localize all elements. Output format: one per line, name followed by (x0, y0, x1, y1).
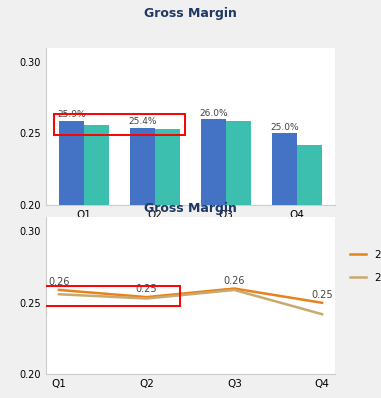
2017 (232, 286, 237, 291)
Text: 25.4%: 25.4% (128, 117, 157, 126)
Text: 0.26: 0.26 (48, 277, 70, 287)
Line: 2018: 2018 (59, 290, 322, 314)
2018 (57, 292, 61, 297)
Title: Gross Margin: Gross Margin (144, 7, 237, 20)
Bar (59, 121, 84, 398)
Text: 0.25: 0.25 (136, 284, 157, 294)
2018 (320, 312, 324, 316)
Text: 0.25: 0.25 (311, 290, 333, 300)
2018 (232, 288, 237, 293)
Text: 25.9%: 25.9% (57, 110, 86, 119)
Legend: 2017, 2018: 2017, 2018 (346, 246, 381, 287)
2017 (57, 288, 61, 293)
2018 (144, 296, 149, 301)
Bar (201, 119, 226, 398)
Bar (130, 128, 155, 398)
Bar (54, 114, 185, 135)
Text: 0.26: 0.26 (224, 276, 245, 286)
Line: 2017: 2017 (59, 289, 322, 303)
Bar (226, 121, 251, 398)
2017 (144, 295, 149, 299)
Bar (84, 125, 109, 398)
Bar (155, 129, 180, 398)
Bar (297, 145, 322, 398)
Bar (272, 133, 297, 398)
2017 (320, 300, 324, 305)
Text: 25.0%: 25.0% (271, 123, 299, 132)
Text: 26.0%: 26.0% (199, 109, 228, 118)
Bar (26, 286, 180, 306)
Title: Gross Margin: Gross Margin (144, 202, 237, 215)
